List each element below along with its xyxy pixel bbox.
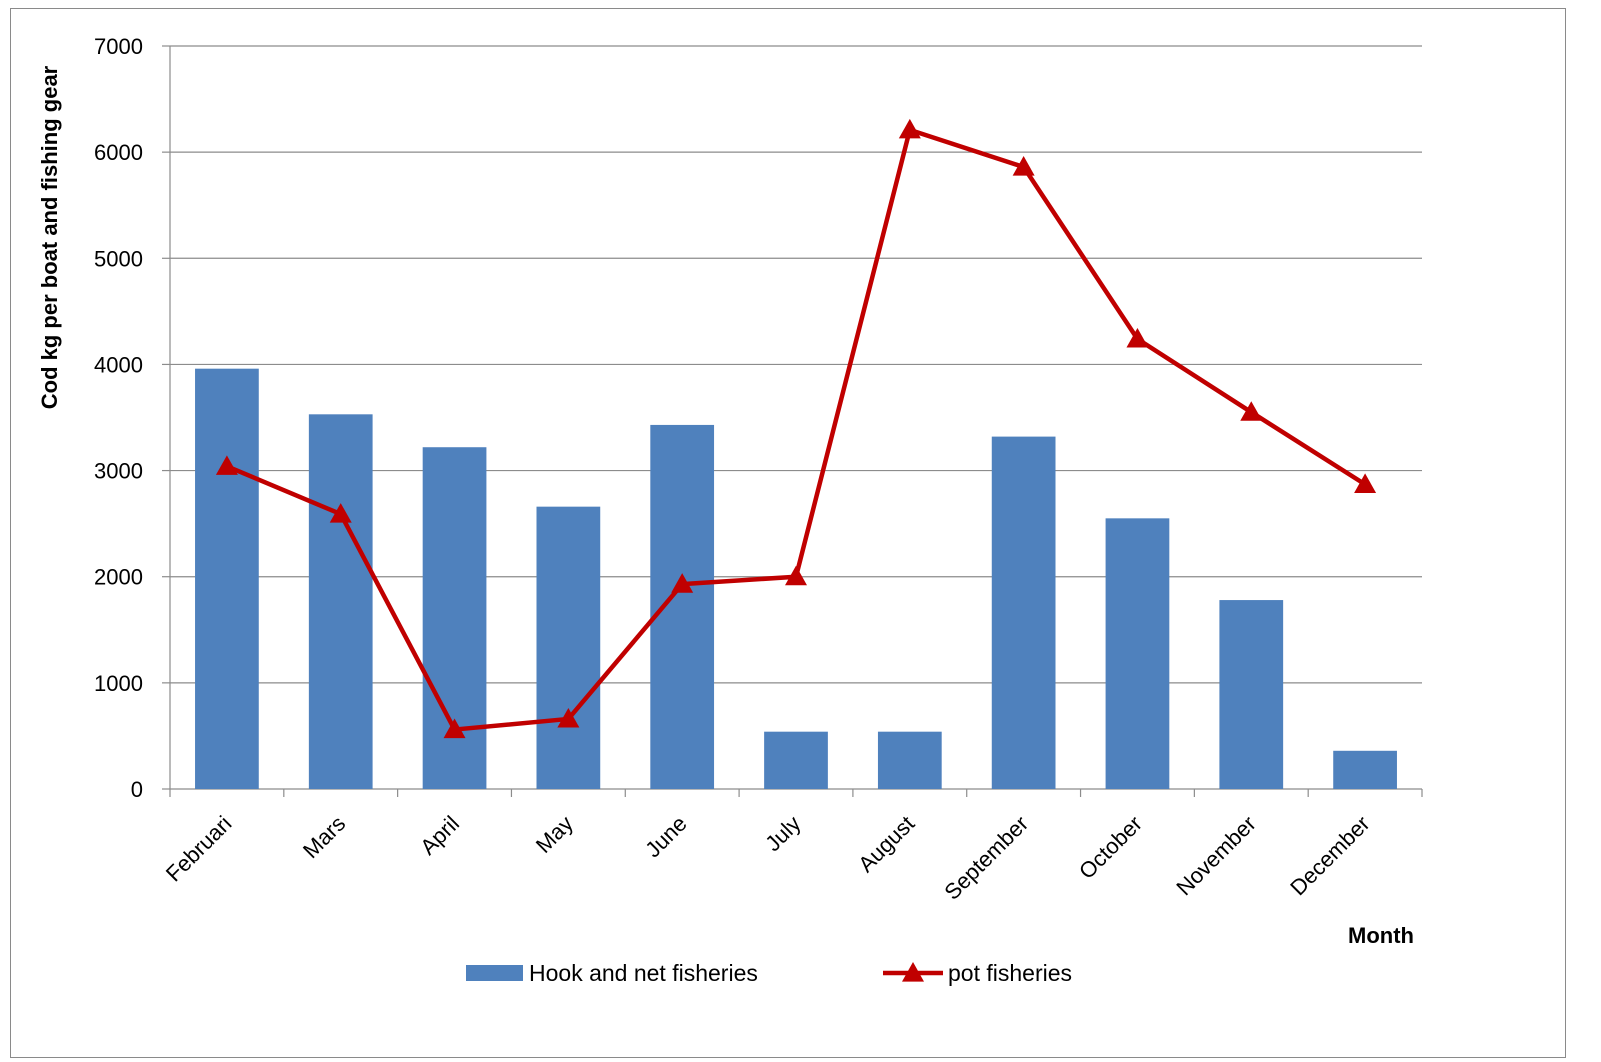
legend-label-hook-and-net: Hook and net fisheries bbox=[529, 960, 758, 986]
bar-hook-and-net bbox=[650, 424, 715, 789]
y-tick-label: 6000 bbox=[94, 140, 143, 165]
x-tick-label: April bbox=[415, 811, 464, 860]
marker-pot-fisheries bbox=[1240, 401, 1263, 421]
y-tick-label: 7000 bbox=[94, 34, 143, 59]
x-tick-label: Februari bbox=[161, 811, 237, 887]
y-tick-label: 5000 bbox=[94, 246, 143, 271]
x-tick-label: May bbox=[531, 811, 578, 858]
x-tick-label: July bbox=[760, 811, 805, 856]
marker-pot-fisheries bbox=[898, 118, 921, 139]
marker-pot-fisheries bbox=[215, 455, 238, 475]
x-axis-title: Month bbox=[1348, 923, 1414, 948]
y-tick-label: 3000 bbox=[94, 459, 143, 484]
marker-pot-fisheries bbox=[557, 707, 580, 728]
marker-pot-fisheries bbox=[1012, 156, 1035, 176]
marker-pot-fisheries bbox=[785, 565, 807, 586]
bar-hook-and-net bbox=[1105, 518, 1170, 789]
chart-frame: 0 1000 2000 3000 4000 5000 6000 7000 Februari Mar… bbox=[10, 8, 1566, 1058]
x-tick-label: November bbox=[1171, 811, 1260, 900]
bar-hook-and-net bbox=[991, 436, 1056, 789]
y-tick-label: 4000 bbox=[94, 352, 143, 377]
y-tick-label: 2000 bbox=[94, 565, 143, 590]
x-tick-label: October bbox=[1074, 811, 1147, 884]
x-tick-label: August bbox=[853, 811, 919, 877]
legend-swatch-hook-and-net bbox=[466, 965, 523, 981]
marker-pot-fisheries bbox=[443, 718, 466, 739]
chart-svg: 0 1000 2000 3000 4000 5000 6000 7000 Februari Mar… bbox=[37, 34, 1423, 986]
bar-hook-and-net bbox=[1333, 750, 1397, 789]
line-pot-fisheries bbox=[226, 127, 1367, 732]
x-tick-label: June bbox=[640, 811, 691, 862]
marker-pot-fisheries bbox=[671, 573, 694, 593]
x-tick-label: September bbox=[939, 811, 1033, 905]
bar-hook-and-net bbox=[1219, 600, 1284, 789]
bar-hook-and-net bbox=[308, 414, 373, 789]
y-tick-label: 1000 bbox=[94, 671, 143, 696]
y-tick-label: 0 bbox=[131, 777, 143, 802]
marker-pot-fisheries bbox=[329, 503, 352, 523]
legend-marker-pot-fisheries bbox=[902, 962, 924, 982]
x-tick-label: Mars bbox=[298, 811, 350, 863]
x-tick-label: December bbox=[1285, 811, 1374, 900]
legend-label-pot-fisheries: pot fisheries bbox=[948, 960, 1072, 986]
marker-pot-fisheries bbox=[1126, 327, 1149, 348]
bar-hook-and-net bbox=[764, 731, 828, 789]
bar-hook-and-net bbox=[536, 506, 601, 789]
bar-hook-and-net bbox=[195, 368, 259, 789]
y-axis-title: Cod kg per boat and fishing gear bbox=[37, 65, 62, 409]
marker-pot-fisheries bbox=[1354, 473, 1377, 493]
bar-hook-and-net bbox=[877, 731, 942, 789]
